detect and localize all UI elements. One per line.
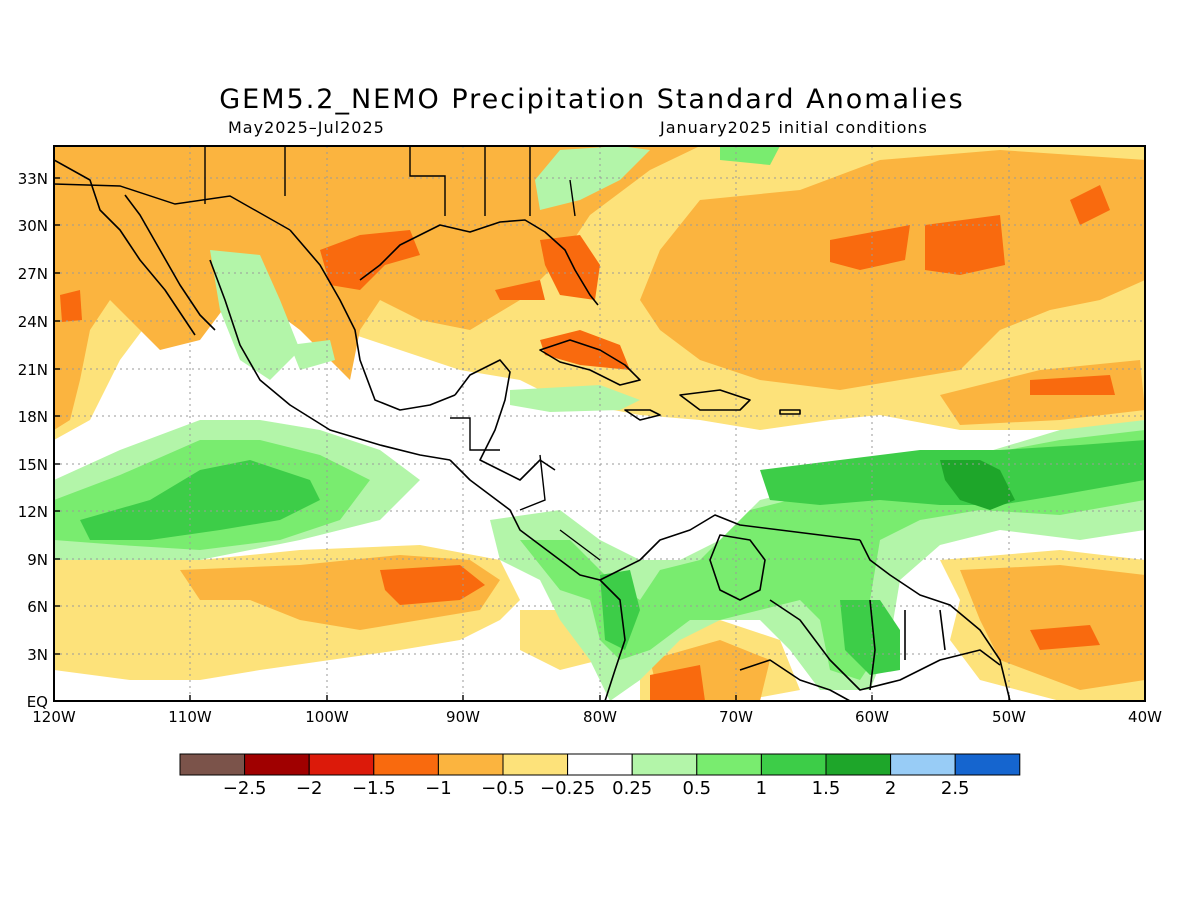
colorbar-swatch: [373, 753, 439, 776]
axis-ticks: [54, 177, 1010, 701]
colorbar-swatch: [825, 753, 892, 776]
wet-anomaly-regions: [54, 146, 1145, 701]
colorbar-swatch: [954, 753, 1021, 776]
lon-label: 120W: [32, 708, 76, 726]
lon-label: 80W: [583, 708, 617, 726]
lat-label: 12N: [18, 503, 48, 521]
colorbar-swatch: [437, 753, 504, 776]
colorbar-label: −1.5: [352, 778, 396, 799]
lat-label: 33N: [18, 170, 48, 188]
colorbar-swatch: [244, 753, 310, 776]
colorbar-label: 0.25: [612, 778, 652, 799]
colorbar-label: 0.5: [682, 778, 711, 799]
lon-label: 50W: [992, 708, 1026, 726]
colorbar-label: 1.5: [812, 778, 841, 799]
lat-label: 3N: [27, 646, 48, 664]
longitude-labels: 120W 110W 100W 90W 80W 70W 60W 50W 40W: [32, 708, 1162, 726]
lon-label: 90W: [446, 708, 480, 726]
colorbar-swatch: [696, 753, 762, 776]
lon-label: 60W: [855, 708, 889, 726]
lat-label: EQ: [27, 693, 48, 711]
graticule: [54, 146, 1145, 701]
political-borders: [54, 146, 601, 561]
colorbar-label: 2: [885, 778, 896, 799]
colorbar-label: −2.5: [223, 778, 267, 799]
strong-dry-regions: [60, 185, 1115, 701]
lat-label: 6N: [27, 598, 48, 616]
lat-label: 15N: [18, 456, 48, 474]
lat-label: 27N: [18, 265, 48, 283]
colorbar-swatch: [179, 753, 246, 776]
initial-conditions-label: January2025 initial conditions: [660, 118, 928, 137]
lat-label: 18N: [18, 408, 48, 426]
latitude-labels: 33N 30N 27N 24N 21N 18N 15N 12N 9N 6N 3N…: [18, 170, 48, 711]
colorbar-label: −0.5: [481, 778, 525, 799]
lon-label: 100W: [305, 708, 349, 726]
lat-label: 21N: [18, 361, 48, 379]
colorbar-swatch: [567, 753, 633, 776]
colorbar-label: −2: [296, 778, 323, 799]
colorbar-labels: −2.5 −2 −1.5 −1 −0.5 −0.25 0.25 0.5 1 1.5 2 2.5: [223, 778, 970, 799]
lon-label: 110W: [168, 708, 212, 726]
period-label: May2025–Jul2025: [228, 118, 385, 137]
colorbar-swatch: [760, 753, 827, 776]
colorbar-label: −0.25: [540, 778, 595, 799]
colorbar-label: 1: [756, 778, 767, 799]
colorbar-label: 2.5: [941, 778, 970, 799]
lat-label: 24N: [18, 313, 48, 331]
colorbar-swatch: [308, 753, 375, 776]
colorbar-swatch: [631, 753, 698, 776]
colorbar: [179, 753, 1021, 776]
coastlines: [54, 159, 1011, 701]
anomaly-field: [54, 146, 1145, 701]
colorbar-label: −1: [425, 778, 452, 799]
colorbar-swatch: [502, 753, 569, 776]
lat-label: 30N: [18, 217, 48, 235]
lon-label: 70W: [719, 708, 753, 726]
lat-label: 9N: [27, 551, 48, 569]
lon-label: 40W: [1128, 708, 1162, 726]
colorbar-swatch: [890, 753, 956, 776]
map-title: GEM5.2_NEMO Precipitation Standard Anoma…: [219, 84, 965, 115]
